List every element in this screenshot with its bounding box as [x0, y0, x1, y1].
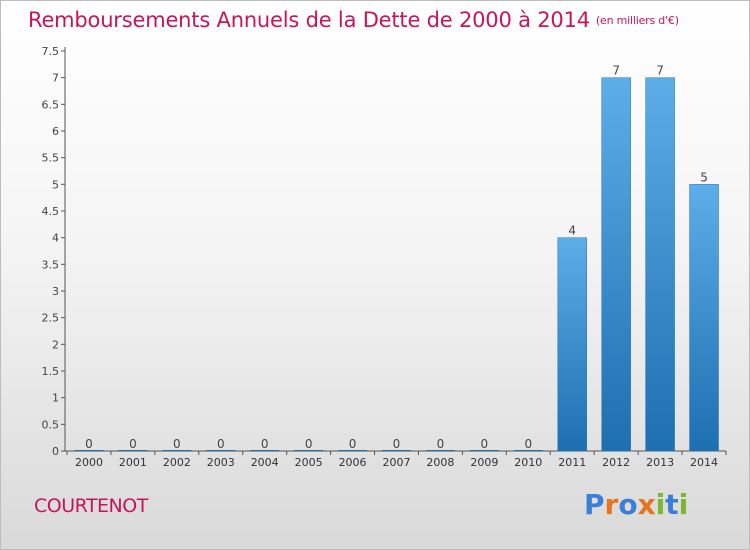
- y-tick-label: 2: [52, 338, 59, 351]
- bars: [74, 77, 719, 452]
- x-tick-label: 2003: [207, 456, 235, 469]
- bar-2009[interactable]: [469, 450, 499, 451]
- data-label-2004: 0: [261, 437, 269, 451]
- bar-2004[interactable]: [250, 450, 280, 451]
- bar-2006[interactable]: [338, 450, 368, 451]
- data-label-2007: 0: [393, 437, 401, 451]
- bar-2005[interactable]: [294, 450, 324, 451]
- y-tick-label: 5.5: [42, 152, 60, 165]
- data-label-2001: 0: [129, 437, 137, 451]
- logo-letter: o: [618, 488, 638, 521]
- bar-2011[interactable]: [557, 237, 587, 452]
- data-label-2002: 0: [173, 437, 181, 451]
- x-tick-label: 2004: [251, 456, 279, 469]
- bar-2012[interactable]: [601, 77, 631, 452]
- x-tick-label: 2001: [119, 456, 147, 469]
- bar-2014[interactable]: [689, 184, 719, 452]
- logo-letter: x: [637, 488, 656, 521]
- chart-title: Remboursements Annuels de la Dette de 20…: [28, 8, 679, 32]
- data-label-2014: 5: [700, 170, 708, 184]
- x-tick-label: 2009: [470, 456, 498, 469]
- commune-name: COURTENOT: [34, 495, 148, 517]
- y-tick-label: 0: [52, 445, 59, 458]
- data-label-2012: 7: [612, 64, 620, 78]
- chart-title-text: Remboursements Annuels de la Dette de 20…: [28, 8, 590, 32]
- logo-letter: t: [665, 488, 679, 521]
- y-tick-label: 2.5: [42, 312, 60, 325]
- x-tick-label: 2008: [426, 456, 454, 469]
- y-tick-label: 1: [52, 392, 59, 405]
- logo-letter: P: [584, 488, 605, 521]
- data-label-2000: 0: [85, 437, 93, 451]
- x-tick-label: 2014: [690, 456, 718, 469]
- y-tick-label: 6.5: [42, 98, 60, 111]
- y-tick-label: 5: [52, 178, 59, 191]
- x-tick-label: 2005: [295, 456, 323, 469]
- bar-2007[interactable]: [382, 450, 411, 451]
- labels: 0 0 0 0 0 0 0 0 0 0 0 4 7 7 5: [85, 64, 708, 451]
- logo-letter: i: [655, 488, 666, 521]
- data-label-2011: 4: [568, 224, 576, 238]
- data-label-2013: 7: [656, 64, 664, 78]
- logo-letter: i: [678, 488, 689, 521]
- axes: 0 0.5 1 1.5 2 2.5 3 3.5 4 4.5 5 5.5 6 6.5 7 7.5 2000 2001…: [42, 45, 727, 469]
- y-tick-label: 0.5: [42, 418, 60, 431]
- data-label-2008: 0: [437, 437, 445, 451]
- x-tick-label: 2013: [646, 456, 674, 469]
- data-label-2003: 0: [217, 437, 225, 451]
- x-tick-label: 2007: [383, 456, 411, 469]
- logo-letter: r: [604, 488, 619, 521]
- bar-2010[interactable]: [513, 450, 543, 451]
- x-tick-label: 2010: [514, 456, 542, 469]
- bar-2008[interactable]: [425, 450, 455, 451]
- chart-unit: (en milliers d'€): [595, 14, 679, 27]
- y-tick-label: 3.5: [42, 258, 60, 271]
- data-label-2010: 0: [524, 437, 532, 451]
- y-tick-label: 4.5: [42, 205, 60, 218]
- proxiti-logo[interactable]: Proxiti: [584, 488, 688, 521]
- y-tick-label: 6: [52, 125, 59, 138]
- bar-2001[interactable]: [118, 450, 148, 451]
- x-tick-label: 2000: [75, 456, 103, 469]
- data-label-2009: 0: [481, 437, 489, 451]
- bar-2013[interactable]: [645, 77, 675, 452]
- bar-2000[interactable]: [74, 450, 104, 451]
- y-tick-label: 7: [52, 72, 59, 85]
- x-tick-label: 2012: [602, 456, 630, 469]
- bar-2003[interactable]: [206, 450, 236, 451]
- x-tick-label: 2006: [339, 456, 367, 469]
- data-label-2005: 0: [305, 437, 313, 451]
- data-label-2006: 0: [349, 437, 357, 451]
- y-tick-label: 4: [52, 232, 59, 245]
- x-tick-label: 2011: [558, 456, 586, 469]
- y-tick-label: 7.5: [42, 45, 60, 58]
- y-tick-label: 3: [52, 285, 59, 298]
- bar-2002[interactable]: [162, 450, 192, 451]
- y-tick-label: 1.5: [42, 365, 60, 378]
- x-tick-label: 2002: [163, 456, 191, 469]
